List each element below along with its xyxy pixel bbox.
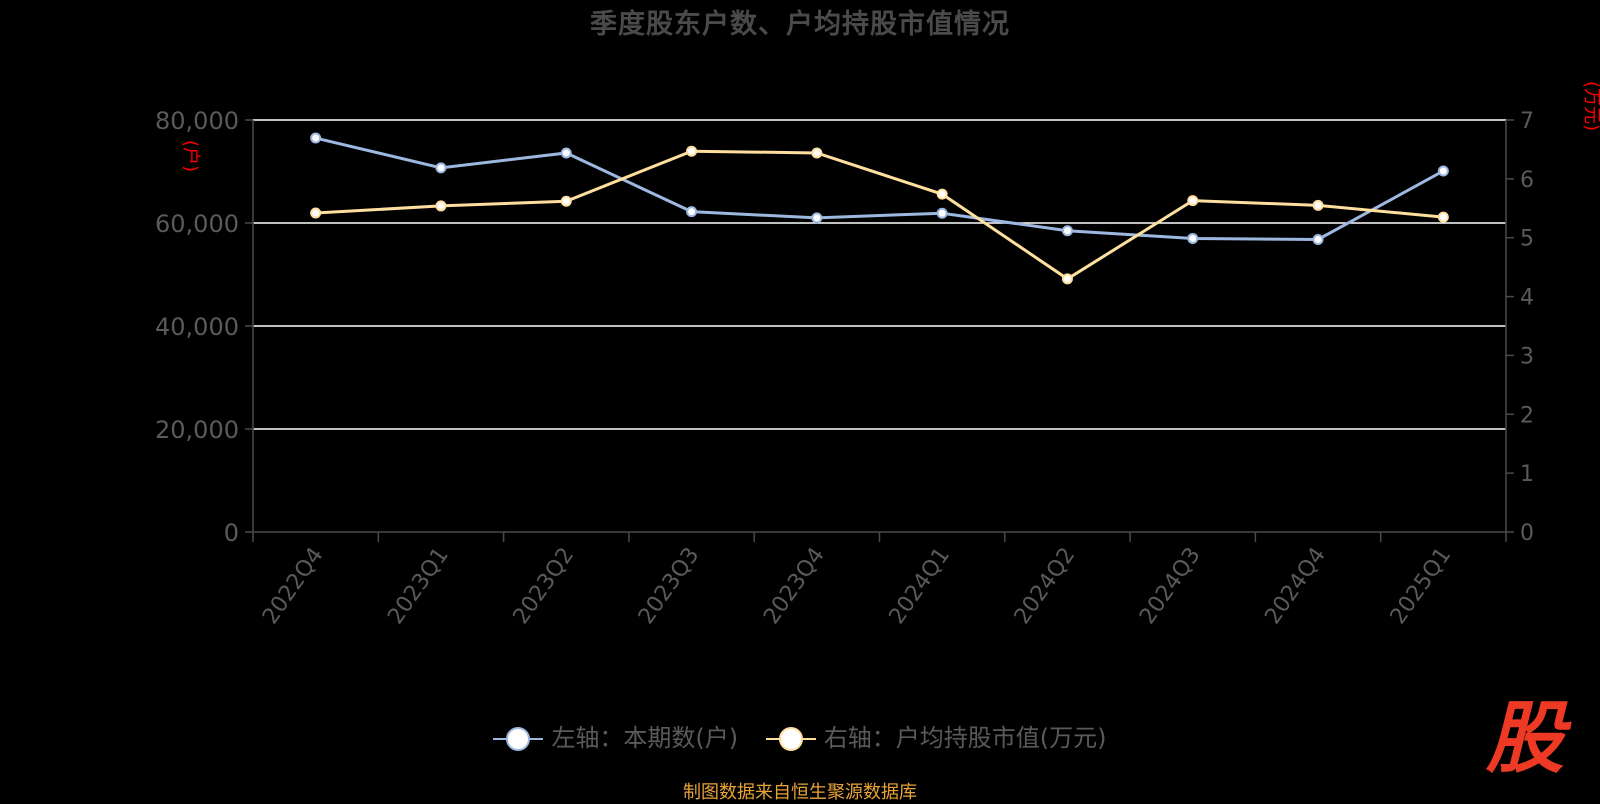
right-series-point [1187, 195, 1199, 207]
right-series-point [435, 200, 447, 212]
x-axis-tick-label: 2023Q3 [634, 543, 705, 629]
x-axis-tick-label: 2022Q4 [258, 543, 329, 629]
right-axis-tick-label: 4 [1520, 286, 1534, 311]
right-series-point [811, 147, 823, 159]
legend-item-right-series[interactable]: 右轴：户均持股市值(万元) [765, 718, 1107, 753]
left-axis-tick-label: 20,000 [155, 416, 239, 444]
legend-label-right-series: 右轴：户均持股市值(万元) [823, 724, 1107, 752]
right-axis-tick-label: 6 [1520, 168, 1534, 193]
left-series-line [315, 136, 1445, 241]
right-series-point [1061, 273, 1073, 285]
x-axis-tick-label: 2024Q3 [1135, 543, 1206, 629]
right-series-point [1437, 211, 1449, 223]
left-series-point [686, 206, 698, 218]
right-series-point [936, 188, 948, 200]
left-axis-tick-label: 80,000 [155, 107, 239, 135]
left-series-point [936, 207, 948, 219]
left-axis-tick-label: 40,000 [155, 313, 239, 341]
left-series-point [811, 212, 823, 224]
right-axis-tick-label: 1 [1520, 462, 1534, 487]
left-series-point [1187, 232, 1199, 244]
right-axis-tick-label: 7 [1520, 109, 1534, 134]
left-series-point [1061, 225, 1073, 237]
chart-legend: 左轴：本期数(户) 右轴：户均持股市值(万元) [0, 718, 1600, 753]
x-axis-tick-label: 2023Q4 [759, 543, 830, 629]
x-axis-tick-label: 2024Q4 [1260, 543, 1331, 629]
x-axis-tick-label: 2024Q1 [885, 543, 956, 629]
legend-label-left-series: 左轴：本期数(户) [551, 724, 739, 752]
legend-marker-left-series [493, 727, 544, 751]
x-axis-tick-label: 2024Q2 [1010, 543, 1081, 629]
x-axis-tick-label: 2025Q1 [1386, 543, 1457, 629]
x-axis-tick-label: 2023Q1 [383, 543, 454, 629]
left-axis-tick-label: 0 [224, 519, 239, 547]
x-axis-tick-label: 2023Q2 [509, 543, 580, 629]
right-series-point [1312, 199, 1324, 211]
right-series-point [310, 207, 322, 219]
right-axis-tick-label: 5 [1520, 227, 1534, 252]
right-axis-tick-label: 0 [1520, 521, 1534, 546]
right-series-point [560, 195, 572, 207]
right-series-line [315, 149, 1444, 281]
legend-marker-right-series [765, 727, 816, 751]
right-axis-tick-label: 2 [1520, 403, 1534, 428]
left-series-point [1312, 233, 1324, 245]
left-series-point [1437, 165, 1449, 177]
left-series-point [560, 147, 572, 159]
left-series-point [310, 132, 322, 144]
chart-title: 季度股东户数、户均持股市值情况 [590, 9, 1010, 40]
right-series-point [686, 145, 698, 157]
right-axis-unit: (万元) [1581, 81, 1600, 131]
right-axis-tick-label: 3 [1520, 344, 1534, 369]
left-axis-tick-label: 60,000 [155, 210, 239, 238]
left-axis-unit: (户) [180, 140, 201, 172]
brand-logo: 股 [1486, 694, 1565, 784]
legend-item-left-series[interactable]: 左轴：本期数(户) [493, 718, 738, 753]
left-series-point [435, 162, 447, 174]
source-note: 制图数据来自恒生聚源数据库 [683, 782, 917, 803]
